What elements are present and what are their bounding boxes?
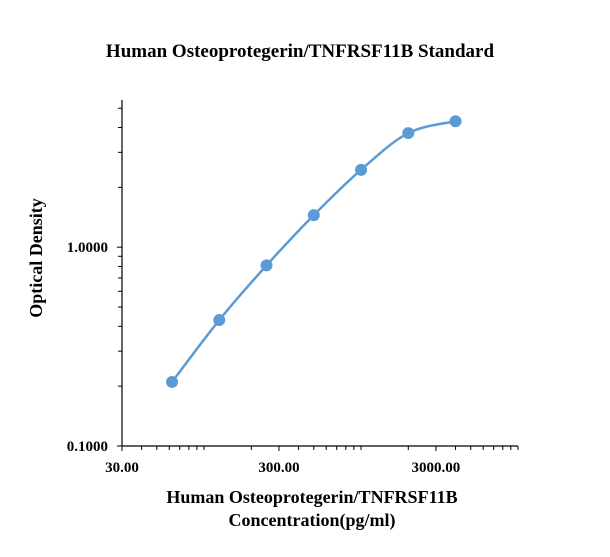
data-point [166, 375, 179, 388]
data-point [213, 314, 226, 327]
y-tick-label: 0.1000 [67, 439, 108, 455]
x-axis-label-line-1: Human Osteoprotegerin/TNFRSF11B [166, 487, 457, 507]
y-axis-label: Optical Density [26, 198, 46, 318]
series-line [171, 120, 456, 383]
x-tick-label: 30.00 [105, 460, 139, 476]
x-tick-label: 300.00 [258, 460, 299, 476]
y-axis-label-group: Optical Density [26, 198, 46, 318]
data-point [402, 127, 415, 140]
data-point [260, 259, 273, 272]
tick-labels: 30.00 300.00 3000.00 0.1000 1.0000 [67, 240, 461, 476]
data-point [355, 163, 368, 176]
y-tick-label: 1.0000 [67, 240, 108, 256]
tick-marks [117, 107, 519, 451]
chart-title: Human Osteoprotegerin/TNFRSF11B Standard [106, 41, 495, 62]
axes [121, 100, 518, 447]
plot-area [166, 115, 462, 388]
data-point [307, 209, 320, 222]
data-point [449, 115, 462, 128]
x-axis-label-line-2: Concentration(pg/ml) [229, 510, 396, 531]
x-tick-label: 3000.00 [412, 460, 461, 476]
